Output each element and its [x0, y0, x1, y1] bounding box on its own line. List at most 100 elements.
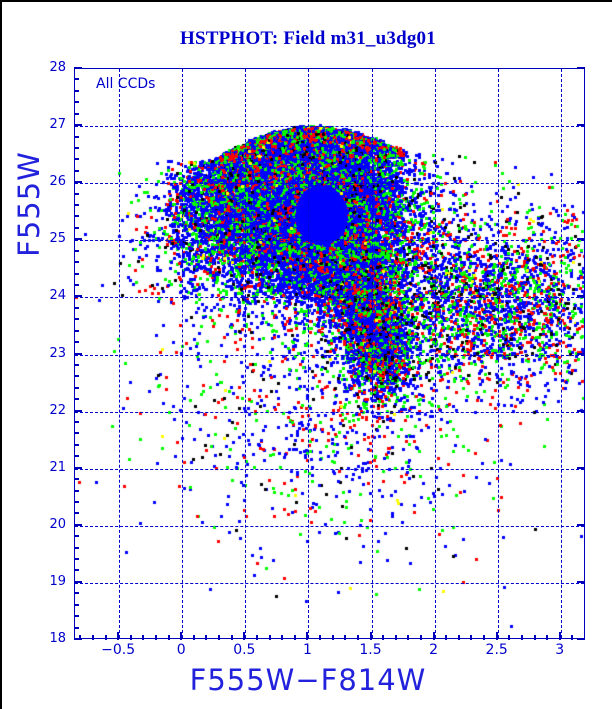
y-axis-tick: [74, 238, 82, 241]
x-axis-minor-tick: [129, 635, 132, 640]
y-axis-minor-tick: [74, 432, 79, 435]
scatter-canvas: [75, 69, 584, 638]
y-axis-minor-tick: [74, 169, 79, 172]
y-axis-tick-right: [577, 124, 585, 127]
y-axis-minor-tick: [74, 363, 79, 366]
gridline-horizontal: [75, 354, 584, 356]
x-axis-minor-tick: [382, 635, 385, 640]
y-tick-label: 26: [49, 174, 66, 190]
y-axis-tick: [74, 409, 82, 412]
y-axis-minor-tick: [74, 569, 79, 572]
y-axis-minor-tick: [74, 135, 79, 138]
gridline-vertical: [182, 69, 184, 638]
y-axis-label: F555W: [12, 151, 46, 257]
x-axis-minor-tick: [230, 635, 233, 640]
x-axis-minor-tick: [281, 635, 284, 640]
y-axis-tick: [74, 295, 82, 298]
y-axis-minor-tick: [74, 398, 79, 401]
y-axis-minor-tick: [74, 78, 79, 81]
x-axis-tick: [432, 632, 435, 640]
y-axis-minor-tick: [74, 249, 79, 252]
x-axis-minor-tick: [419, 635, 422, 640]
ccd-annotation: All CCDs: [96, 76, 156, 92]
y-axis-minor-tick: [74, 272, 79, 275]
y-tick-label: 24: [49, 288, 66, 304]
y-axis-minor-tick: [74, 558, 79, 561]
y-axis-minor-tick: [74, 386, 79, 389]
y-axis-minor-tick: [74, 261, 79, 264]
x-axis-minor-tick: [470, 635, 473, 640]
x-axis-minor-tick: [205, 635, 208, 640]
y-axis-minor-tick: [74, 489, 79, 492]
plot-area: [74, 68, 585, 639]
y-axis-minor-tick: [74, 89, 79, 92]
gridline-horizontal: [75, 297, 584, 299]
y-axis-minor-tick: [74, 215, 79, 218]
x-axis-tick: [558, 632, 561, 640]
y-axis-minor-tick: [74, 592, 79, 595]
x-axis-label: F555W−F814W: [189, 663, 427, 697]
x-axis-minor-tick: [79, 635, 82, 640]
x-axis-tick: [306, 632, 309, 640]
x-axis-minor-tick: [457, 635, 460, 640]
y-axis-tick-right: [577, 352, 585, 355]
y-axis-minor-tick: [74, 375, 79, 378]
y-axis-minor-tick: [74, 546, 79, 549]
y-tick-label: 27: [49, 117, 66, 133]
y-axis-minor-tick: [74, 226, 79, 229]
x-axis-minor-tick: [445, 635, 448, 640]
y-axis-tick-right: [577, 295, 585, 298]
gridline-horizontal: [75, 468, 584, 470]
y-axis-minor-tick: [74, 443, 79, 446]
y-tick-label: 20: [49, 516, 66, 532]
gridline-vertical: [560, 69, 562, 638]
y-axis-tick-right: [577, 181, 585, 184]
y-axis-minor-tick: [74, 535, 79, 538]
y-axis-minor-tick: [74, 329, 79, 332]
y-axis-tick-right: [577, 466, 585, 469]
y-tick-label: 23: [49, 345, 66, 361]
y-axis-tick: [74, 523, 82, 526]
gridline-horizontal: [75, 582, 584, 584]
x-axis-minor-tick: [155, 635, 157, 640]
y-tick-label: 25: [49, 231, 66, 247]
gridline-horizontal: [75, 126, 584, 128]
x-axis-minor-tick: [255, 635, 258, 640]
gridline-vertical: [434, 69, 436, 638]
x-tick-label: 1: [302, 642, 312, 658]
x-axis-minor-tick: [571, 635, 574, 640]
x-axis-minor-tick: [394, 635, 397, 640]
y-axis-minor-tick: [74, 500, 79, 503]
x-axis-minor-tick: [319, 635, 322, 640]
y-tick-label: 22: [49, 402, 66, 418]
x-axis-minor-tick: [356, 635, 359, 640]
y-axis-tick-right: [577, 580, 585, 583]
y-axis-minor-tick: [74, 146, 79, 149]
x-axis-minor-tick: [344, 635, 347, 640]
x-tick-label: 0: [176, 642, 186, 658]
x-axis-tick: [495, 632, 498, 640]
y-axis-minor-tick: [74, 318, 79, 321]
y-axis-minor-tick: [74, 306, 79, 309]
x-axis-minor-tick: [520, 635, 523, 640]
y-axis-minor-tick: [74, 112, 79, 115]
x-axis-minor-tick: [192, 635, 195, 640]
x-axis-minor-tick: [104, 635, 107, 640]
y-axis-minor-tick: [74, 478, 79, 481]
y-tick-label: 19: [49, 573, 66, 589]
y-axis-tick-right: [577, 67, 585, 69]
x-axis-minor-tick: [293, 635, 296, 640]
y-axis-minor-tick: [74, 192, 79, 195]
y-axis-minor-tick: [74, 421, 79, 424]
x-tick-label: 0.5: [233, 642, 256, 658]
y-axis-tick: [74, 466, 82, 469]
x-tick-label: −0.5: [101, 642, 136, 658]
x-axis-minor-tick: [218, 635, 221, 640]
y-tick-label: 28: [49, 60, 66, 75]
y-axis-tick: [74, 67, 82, 69]
y-axis-minor-tick: [74, 615, 79, 618]
x-axis-tick: [369, 632, 372, 640]
y-axis-minor-tick: [74, 101, 79, 104]
gridline-horizontal: [75, 240, 584, 242]
